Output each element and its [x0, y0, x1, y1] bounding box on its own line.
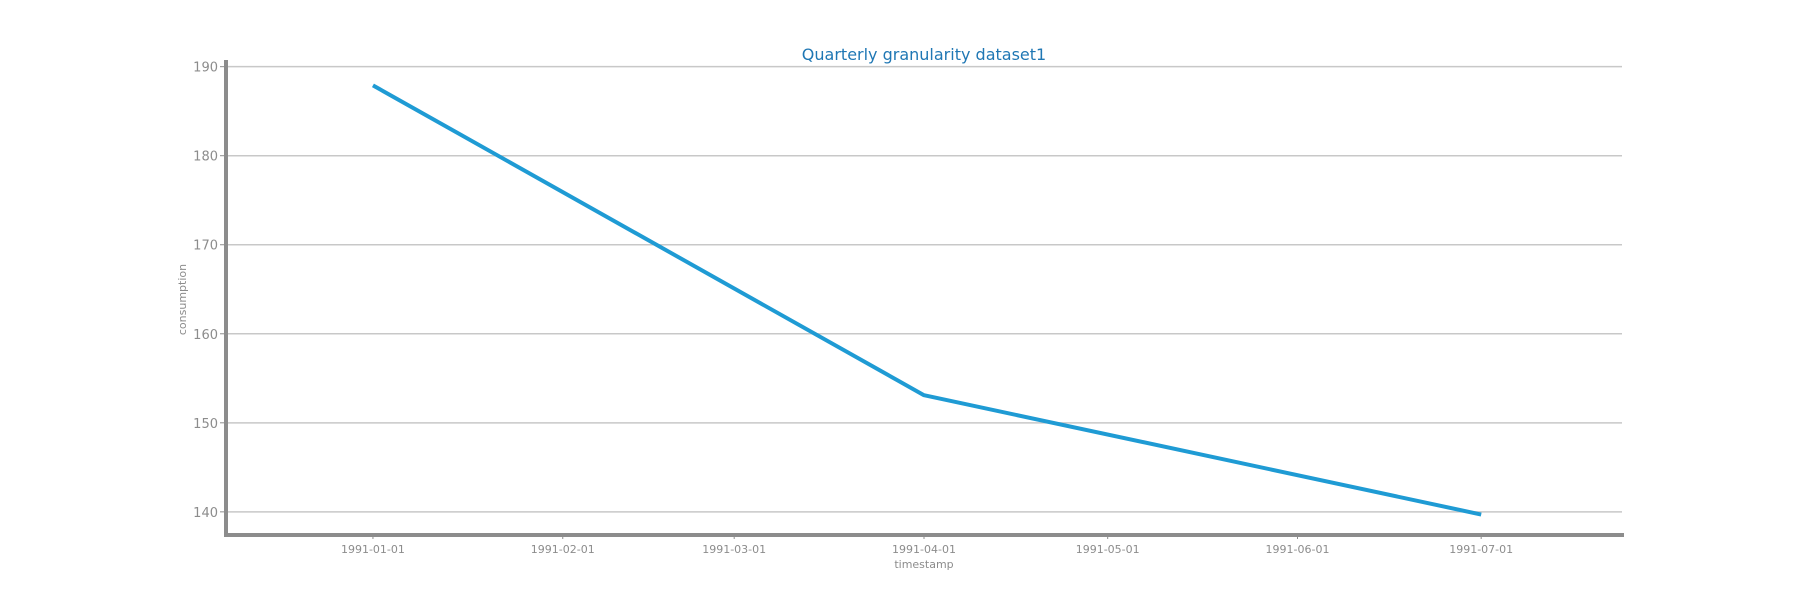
x-tick-label: 1991-04-01	[892, 543, 956, 556]
x-tick-label: 1991-06-01	[1266, 543, 1330, 556]
x-tick-label: 1991-01-01	[341, 543, 405, 556]
x-axis-label: timestamp	[894, 558, 953, 571]
y-tick-label: 170	[193, 239, 218, 254]
y-tick-label: 190	[193, 61, 218, 76]
grid-lines	[226, 65, 1622, 513]
x-axis-ticks: 1991-01-01 1991-02-01 1991-03-01 1991-04-01…	[341, 535, 1513, 556]
y-axis-ticks: 140 150 160 170 180 190	[193, 61, 226, 521]
y-tick-label: 160	[193, 328, 218, 343]
y-axis-label: consumption	[176, 264, 189, 335]
series-line	[371, 83, 1482, 517]
x-tick-label: 1991-02-01	[531, 543, 595, 556]
series-layer	[371, 83, 1482, 517]
y-tick-label: 140	[193, 506, 218, 521]
chart-title: Quarterly granularity dataset1	[802, 45, 1046, 64]
x-tick-label: 1991-07-01	[1449, 543, 1513, 556]
x-tick-label: 1991-05-01	[1076, 543, 1140, 556]
y-tick-label: 150	[193, 417, 218, 432]
x-tick-label: 1991-03-01	[702, 543, 766, 556]
y-tick-label: 180	[193, 150, 218, 165]
